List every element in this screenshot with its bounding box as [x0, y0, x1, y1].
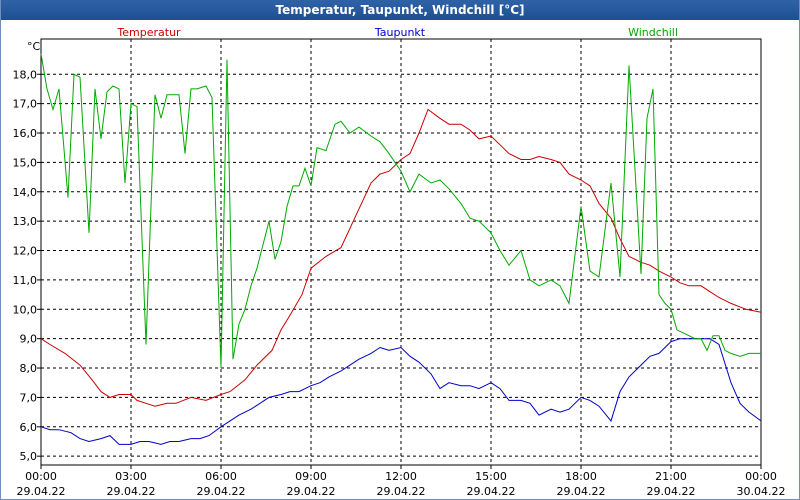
- y-tick-label: 14,0: [13, 186, 38, 199]
- x-tick-date-label: 29.04.22: [647, 485, 696, 498]
- x-tick-date-label: 30.04.22: [737, 485, 786, 498]
- y-axis: 5,0 6,0 7,0 8,0 9,0 10,0 11,0 12,0 13,0 14,0 15,0 1…: [13, 68, 41, 463]
- y-tick-label: 10,0: [13, 303, 38, 316]
- x-tick-time-label: 00:00: [25, 470, 57, 483]
- x-tick-date-label: 29.04.22: [557, 485, 606, 498]
- x-tick-time-label: 12:00: [385, 470, 417, 483]
- legend-temperatur: Temperatur: [116, 26, 181, 39]
- y-tick-label: 9,0: [20, 333, 38, 346]
- x-tick-date-label: 29.04.22: [377, 485, 426, 498]
- x-tick-date-label: 29.04.22: [197, 485, 246, 498]
- x-tick-time-label: 21:00: [655, 470, 687, 483]
- x-tick-time-label: 06:00: [205, 470, 237, 483]
- x-tick-time-label: 00:00: [745, 470, 777, 483]
- y-tick-label: 8,0: [20, 362, 38, 375]
- y-tick-label: 6,0: [20, 421, 38, 434]
- x-tick-date-label: 29.04.22: [107, 485, 156, 498]
- series-line-windchill: [40, 53, 761, 369]
- y-tick-label: 12,0: [13, 245, 38, 258]
- y-tick-label: 7,0: [20, 391, 38, 404]
- y-tick-label: 15,0: [13, 156, 38, 169]
- series-line-taupunkt: [40, 338, 762, 445]
- legend-taupunkt: Taupunkt: [374, 26, 426, 39]
- x-tick-date-label: 29.04.22: [467, 485, 516, 498]
- x-axis: 00:00 29.04.22 03:00 29.04.22 06:00 29.04.22 0…: [17, 465, 786, 498]
- series-layer: [40, 53, 762, 445]
- y-tick-label: 18,0: [13, 68, 38, 81]
- grid-layer: [41, 39, 761, 465]
- x-tick-date-label: 29.04.22: [287, 485, 336, 498]
- window-title-bar: Temperatur, Taupunkt, Windchill [°C]: [1, 0, 799, 20]
- x-tick-time-label: 18:00: [565, 470, 597, 483]
- y-tick-label: 5,0: [20, 450, 38, 463]
- x-tick-date-label: 29.04.22: [17, 485, 66, 498]
- x-tick-time-label: 15:00: [475, 470, 507, 483]
- x-tick-time-label: 09:00: [295, 470, 327, 483]
- legend-windchill: Windchill: [628, 26, 678, 39]
- y-axis-unit-label: °C: [27, 40, 41, 53]
- y-tick-label: 13,0: [13, 215, 38, 228]
- y-tick-label: 11,0: [13, 274, 38, 287]
- window-title: Temperatur, Taupunkt, Windchill [°C]: [275, 3, 525, 17]
- y-tick-label: 16,0: [13, 127, 38, 140]
- y-tick-label: 17,0: [13, 98, 38, 111]
- x-tick-time-label: 03:00: [115, 470, 147, 483]
